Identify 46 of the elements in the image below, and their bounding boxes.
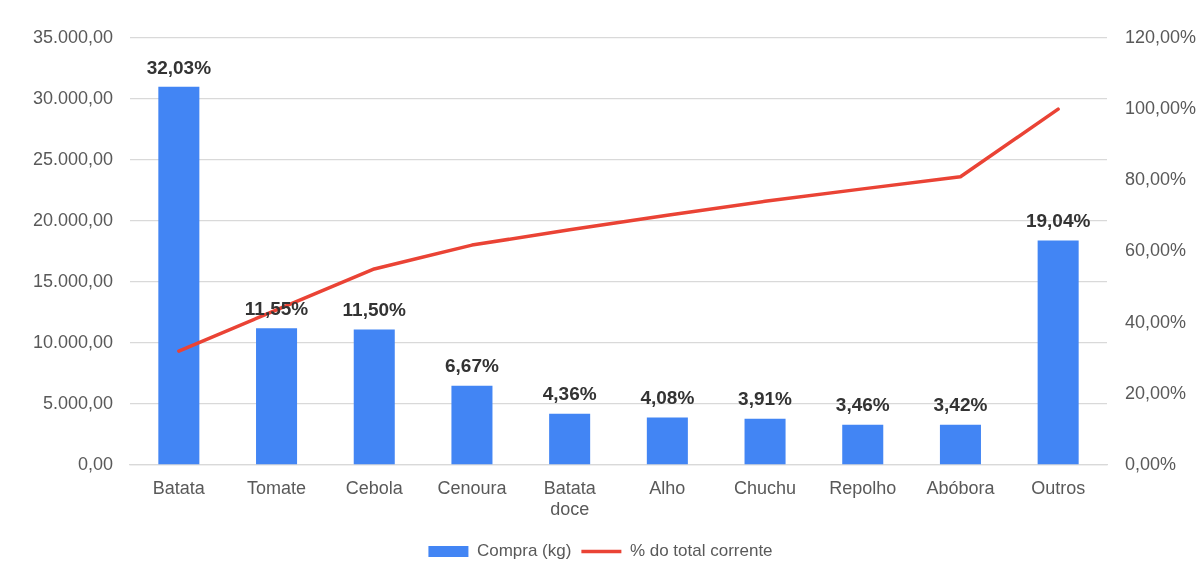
x-tick-label: Abóbora (926, 477, 996, 498)
y-tick-label: 20.000,00 (32, 209, 113, 230)
bar (549, 413, 591, 465)
annotation: 3,42% (933, 394, 988, 416)
y2-tick-label: 60,00% (1125, 240, 1187, 261)
annotation: 19,04% (1025, 210, 1091, 232)
y-tick-label: 25.000,00 (32, 148, 113, 169)
annotation: 4,08% (640, 387, 695, 409)
y2-tick-label: 0,00% (1125, 453, 1177, 474)
annotation: 6,67% (445, 355, 499, 377)
y2-tick-label: 40,00% (1125, 311, 1187, 332)
annotation: 4,36% (542, 383, 597, 405)
bar (842, 424, 884, 465)
y-tick-label: 35.000,00 (32, 26, 113, 47)
bar (353, 329, 395, 465)
legend-label: % do total corrente (629, 541, 773, 561)
bar (1037, 240, 1079, 465)
y-tick-label: 10.000,00 (32, 331, 113, 352)
y2-tick-label: 100,00% (1125, 98, 1197, 119)
y2-tick-label: 20,00% (1125, 382, 1187, 403)
y2-tick-label: 120,00% (1125, 26, 1197, 47)
x-tick-label: Tomate (247, 477, 307, 498)
bar (256, 328, 298, 465)
x-tick-label: Cebola (345, 477, 404, 498)
annotation: 11,50% (342, 299, 407, 321)
x-tick-label: Alho (649, 477, 686, 498)
x-tick-label: Batata doce (543, 477, 597, 520)
annotation: 3,91% (738, 388, 793, 410)
annotation: 3,46% (835, 394, 890, 416)
x-tick-label: Chuchu (734, 477, 797, 498)
y-tick-label: 15.000,00 (32, 270, 113, 291)
annotation: 32,03% (146, 56, 212, 78)
y-tick-label: 0,00 (77, 453, 113, 474)
x-tick-label: Cenoura (437, 477, 508, 498)
bar (939, 424, 981, 465)
bar (744, 418, 786, 465)
bar (158, 86, 200, 465)
bar (646, 417, 688, 465)
x-tick-label: Repolho (829, 477, 897, 498)
y2-tick-label: 80,00% (1125, 169, 1187, 190)
legend-label: Compra (kg) (476, 541, 572, 561)
bar (451, 385, 493, 465)
y-tick-label: 5.000,00 (42, 392, 113, 413)
y-tick-label: 30.000,00 (32, 87, 113, 108)
x-tick-label: Batata (152, 477, 206, 498)
x-tick-label: Outros (1031, 477, 1086, 498)
